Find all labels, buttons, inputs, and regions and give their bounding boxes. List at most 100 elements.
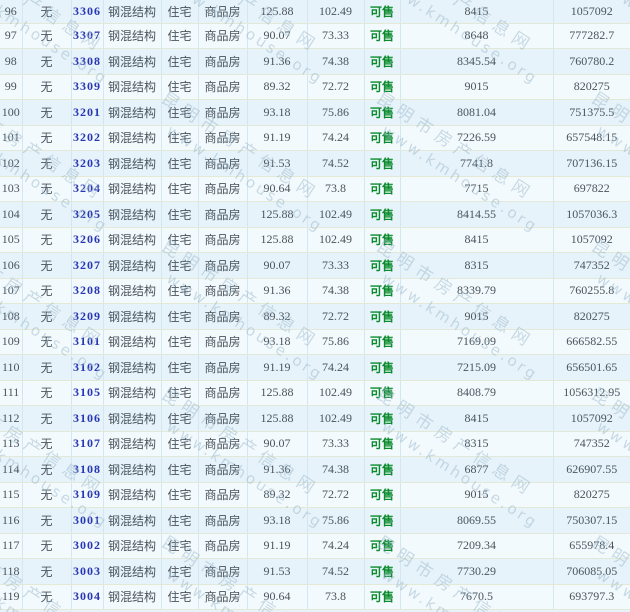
room-number-link[interactable]: 3206: [71, 227, 104, 253]
row-number: 101: [0, 125, 23, 151]
inner-area: 72.72: [307, 303, 365, 330]
room-number-link[interactable]: 3209: [71, 303, 104, 330]
room-number-link[interactable]: 3201: [71, 99, 104, 126]
lock-status: 无: [22, 507, 72, 534]
structure-type: 钢混结构: [103, 482, 162, 508]
build-area: 89.32: [247, 74, 308, 100]
usage-type: 住宅: [161, 227, 199, 253]
room-number-link[interactable]: 3203: [71, 150, 104, 177]
build-area: 90.07: [247, 252, 308, 279]
build-area: 125.88: [247, 405, 308, 432]
usage-type: 住宅: [161, 482, 199, 508]
sale-type: 商品房: [198, 278, 248, 304]
room-number-link[interactable]: 3004: [71, 584, 104, 610]
sale-status-badge: 可售: [364, 48, 401, 75]
usage-type: 住宅: [161, 125, 199, 151]
unit-price: 8339.79: [400, 278, 554, 304]
room-number-link[interactable]: 3308: [71, 48, 104, 75]
room-number-link[interactable]: 3102: [71, 354, 104, 381]
sale-status-badge: 可售: [364, 0, 401, 24]
room-number-link[interactable]: 3202: [71, 125, 104, 151]
inner-area: 73.8: [307, 176, 365, 202]
room-number-link[interactable]: 3204: [71, 176, 104, 202]
unit-price: 7215.09: [400, 354, 554, 381]
sale-type: 商品房: [198, 303, 248, 330]
sale-type: 商品房: [198, 558, 248, 585]
room-number-link[interactable]: 3108: [71, 456, 104, 483]
room-number-link[interactable]: 3002: [71, 533, 104, 559]
lock-status: 无: [22, 482, 72, 508]
row-number: 111: [0, 380, 23, 406]
room-number-link[interactable]: 3105: [71, 380, 104, 406]
room-number-link[interactable]: 3107: [71, 431, 104, 457]
sale-type: 商品房: [198, 354, 248, 381]
build-area: 91.19: [247, 533, 308, 559]
sale-status-badge: 可售: [364, 150, 401, 177]
sale-status-badge: 可售: [364, 125, 401, 151]
sale-type: 商品房: [198, 150, 248, 177]
inner-area: 74.38: [307, 278, 365, 304]
room-number-link[interactable]: 3205: [71, 201, 104, 228]
build-area: 90.07: [247, 431, 308, 457]
sale-type: 商品房: [198, 507, 248, 534]
structure-type: 钢混结构: [103, 507, 162, 534]
unit-price: 8345.54: [400, 48, 554, 75]
unit-price: 8415: [400, 405, 554, 432]
lock-status: 无: [22, 201, 72, 228]
unit-row: 106 无 3207 钢混结构 住宅 商品房 90.07 73.33 可售 8315 747352: [0, 252, 630, 279]
unit-price: 8415: [400, 0, 554, 24]
lock-status: 无: [22, 456, 72, 483]
unit-price: 8315: [400, 252, 554, 279]
lock-status: 无: [22, 354, 72, 381]
sale-type: 商品房: [198, 48, 248, 75]
room-number-link[interactable]: 3003: [71, 558, 104, 585]
lock-status: 无: [22, 0, 72, 24]
build-area: 89.32: [247, 482, 308, 508]
unit-price: 8408.79: [400, 380, 554, 406]
sale-type: 商品房: [198, 252, 248, 279]
room-number-link[interactable]: 3109: [71, 482, 104, 508]
total-price: 820275: [553, 303, 630, 330]
sale-status-badge: 可售: [364, 329, 401, 355]
room-number-link[interactable]: 3307: [71, 23, 104, 49]
room-number-link[interactable]: 3208: [71, 278, 104, 304]
room-number-link[interactable]: 3001: [71, 507, 104, 534]
inner-area: 102.49: [307, 405, 365, 432]
total-price: 820275: [553, 74, 630, 100]
unit-price: 8414.55: [400, 201, 554, 228]
unit-price: 7209.34: [400, 533, 554, 559]
unit-row: 116 无 3001 钢混结构 住宅 商品房 93.18 75.86 可售 8069.55 7503…: [0, 507, 630, 534]
room-number-link[interactable]: 3207: [71, 252, 104, 279]
unit-row: 100 无 3201 钢混结构 住宅 商品房 93.18 75.86 可售 8081.04 7513…: [0, 99, 630, 126]
usage-type: 住宅: [161, 99, 199, 126]
inner-area: 73.33: [307, 252, 365, 279]
unit-row: 112 无 3106 钢混结构 住宅 商品房 125.88 102.49 可售 8415 10570…: [0, 405, 630, 432]
room-number-link[interactable]: 3101: [71, 329, 104, 355]
build-area: 90.07: [247, 23, 308, 49]
room-number-link[interactable]: 3106: [71, 405, 104, 432]
usage-type: 住宅: [161, 329, 199, 355]
inner-area: 102.49: [307, 0, 365, 24]
build-area: 125.88: [247, 0, 308, 24]
usage-type: 住宅: [161, 23, 199, 49]
unit-row: 113 无 3107 钢混结构 住宅 商品房 90.07 73.33 可售 8315 747352: [0, 431, 630, 457]
structure-type: 钢混结构: [103, 405, 162, 432]
inner-area: 74.52: [307, 150, 365, 177]
sale-type: 商品房: [198, 74, 248, 100]
structure-type: 钢混结构: [103, 201, 162, 228]
sale-type: 商品房: [198, 584, 248, 610]
structure-type: 钢混结构: [103, 23, 162, 49]
total-price: 697822: [553, 176, 630, 202]
unit-row: 109 无 3101 钢混结构 住宅 商品房 93.18 75.86 可售 7169.09 6665…: [0, 329, 630, 355]
inner-area: 73.8: [307, 584, 365, 610]
unit-price: 8081.04: [400, 99, 554, 126]
sale-type: 商品房: [198, 329, 248, 355]
sale-status-badge: 可售: [364, 74, 401, 100]
sale-status-badge: 可售: [364, 584, 401, 610]
total-price: 1057036.3: [553, 201, 630, 228]
lock-status: 无: [22, 431, 72, 457]
room-number-link[interactable]: 3306: [71, 0, 104, 24]
room-number-link[interactable]: 3309: [71, 74, 104, 100]
usage-type: 住宅: [161, 48, 199, 75]
lock-status: 无: [22, 23, 72, 49]
